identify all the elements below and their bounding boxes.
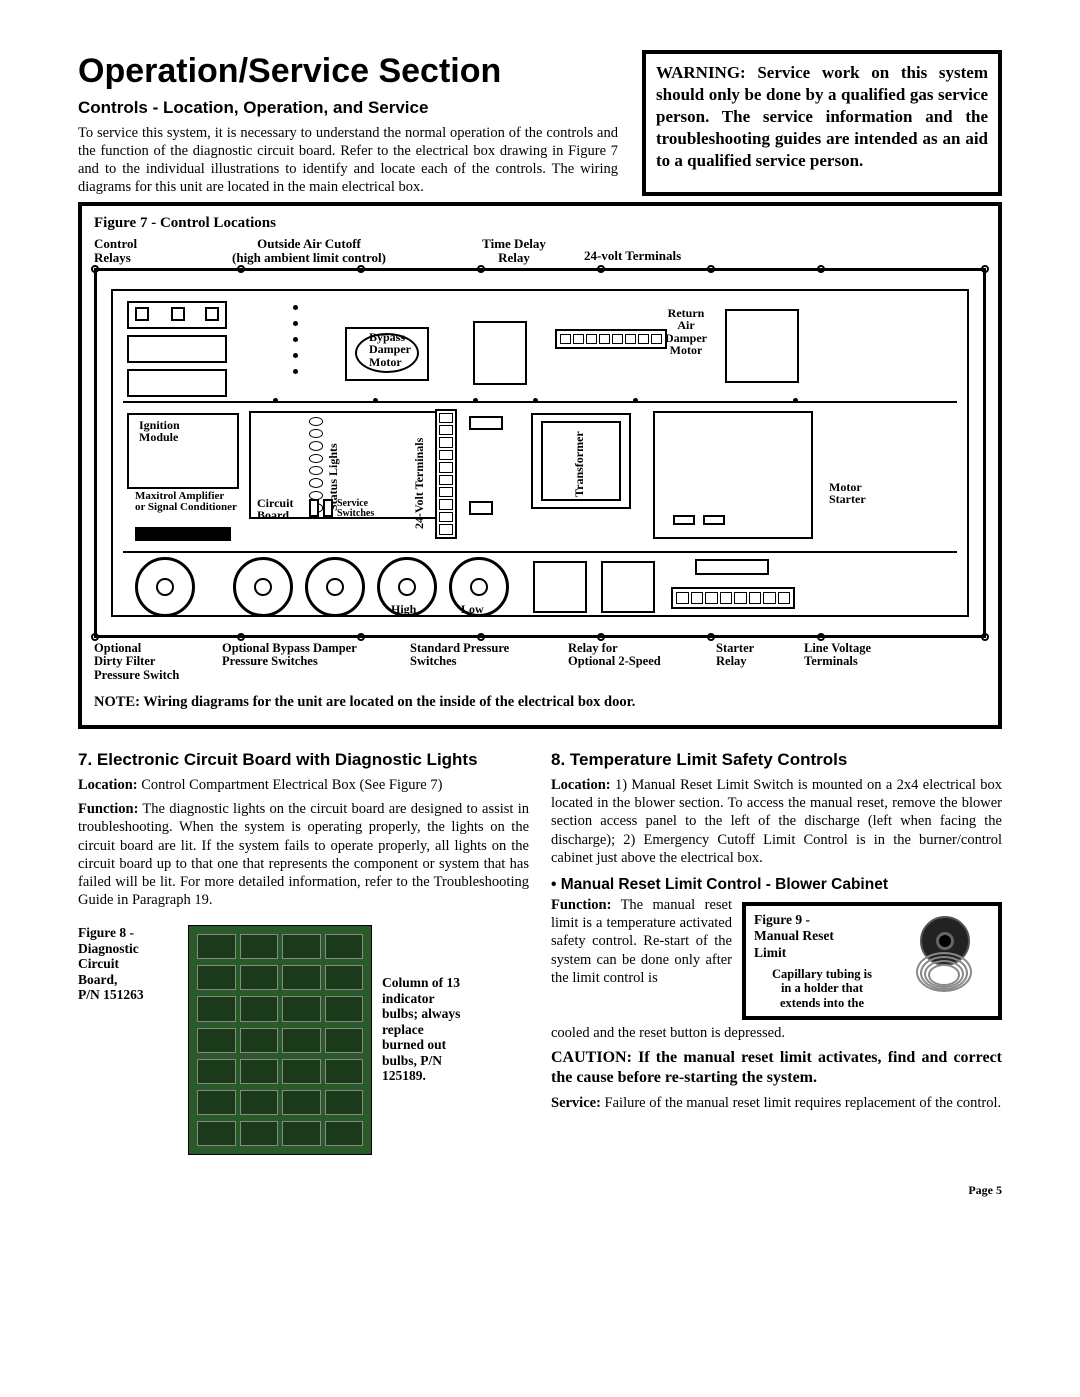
label-circuit-board: Circuit Board: [257, 497, 293, 522]
label-ignition: Ignition Module: [139, 419, 180, 444]
header-row: Operation/Service Section Controls - Loc…: [78, 50, 1002, 196]
label-motor-starter: Motor Starter: [829, 481, 866, 506]
fig8-caption-right: Column of 13 indicator bulbs; always rep…: [382, 925, 502, 1084]
figure-7-title: Figure 7 - Control Locations: [94, 214, 986, 233]
label-service-switches: Service Switches: [337, 499, 374, 520]
sec8-location-label: Location:: [551, 777, 611, 793]
inner-panel: Bypass Damper Motor Return Air Damper Mo…: [111, 289, 969, 617]
sec7-heading: 7. Electronic Circuit Board with Diagnos…: [78, 749, 529, 770]
body-columns: 7. Electronic Circuit Board with Diagnos…: [78, 749, 1002, 1155]
function-label: Function:: [78, 801, 138, 817]
label-outside-air: Outside Air Cutoff (high ambient limit c…: [174, 237, 444, 266]
figure-8: Figure 8 - Diagnostic Circuit Board, P/N…: [78, 925, 529, 1155]
warning-box: WARNING: Service work on this system sho…: [642, 50, 1002, 196]
capillary-coil-icon: [908, 952, 980, 998]
label-24v-vertical: 24-Volt Terminals: [413, 419, 426, 529]
location-label: Location:: [78, 777, 138, 793]
label-dirty-filter: Optional Dirty Filter Pressure Switch: [94, 642, 204, 683]
label-std-pressure: Standard Pressure Switches: [410, 642, 550, 683]
header-left: Operation/Service Section Controls - Loc…: [78, 50, 618, 196]
right-column: 8. Temperature Limit Safety Controls Loc…: [551, 749, 1002, 1155]
fig7-top-labels: Control Relays Outside Air Cutoff (high …: [94, 237, 986, 266]
sec8-service: Service: Failure of the manual reset lim…: [551, 1094, 1002, 1112]
page-number: Page 5: [78, 1183, 1002, 1198]
location-text: Control Compartment Electrical Box (See …: [138, 777, 443, 793]
function-text: The diagnostic lights on the circuit boa…: [78, 801, 529, 908]
sec8-caution: CAUTION: If the manual reset limit activ…: [551, 1048, 1002, 1088]
intro-paragraph: To service this system, it is necessary …: [78, 124, 618, 197]
sec8-subheading: • Manual Reset Limit Control - Blower Ca…: [551, 875, 1002, 894]
fig9-image: [898, 912, 990, 1002]
label-high: High: [391, 603, 416, 616]
label-starter-relay: Starter Relay: [716, 642, 786, 683]
service-label: Service:: [551, 1095, 601, 1111]
label-bypass-ps: Optional Bypass Damper Pressure Switches: [222, 642, 392, 683]
fig7-note: NOTE: Wiring diagrams for the unit are l…: [94, 693, 986, 711]
fig8-image: [188, 925, 372, 1155]
fig9-sub: Capillary tubing is in a holder that ext…: [754, 967, 890, 1010]
fig7-diagram: Bypass Damper Motor Return Air Damper Mo…: [94, 268, 986, 638]
fig8-caption-left: Figure 8 - Diagnostic Circuit Board, P/N…: [78, 925, 178, 1003]
label-24v-terminals: 24-volt Terminals: [584, 237, 774, 266]
fig7-bottom-labels: Optional Dirty Filter Pressure Switch Op…: [94, 642, 986, 683]
sec8-function-after: cooled and the reset button is depressed…: [551, 1024, 1002, 1042]
fig9-text: Figure 9 - Manual Reset Limit Capillary …: [754, 912, 890, 1010]
sec8-function-label: Function:: [551, 897, 611, 913]
label-time-delay: Time Delay Relay: [444, 237, 584, 266]
sec8-location: Location: 1) Manual Reset Limit Switch i…: [551, 776, 1002, 867]
sec8-function-row: Function: The manual reset limit is a te…: [551, 896, 1002, 1024]
label-bypass-damper: Bypass Damper Motor: [369, 331, 411, 369]
sec8-heading: 8. Temperature Limit Safety Controls: [551, 749, 1002, 770]
label-maxitrol: Maxitrol Amplifier or Signal Conditioner: [135, 491, 237, 514]
label-relay-2speed: Relay for Optional 2-Speed: [568, 642, 698, 683]
figure-7-box: Figure 7 - Control Locations Control Rel…: [78, 202, 1002, 729]
sec8-location-text: 1) Manual Reset Limit Switch is mounted …: [551, 777, 1002, 866]
left-column: 7. Electronic Circuit Board with Diagnos…: [78, 749, 529, 1155]
controls-heading: Controls - Location, Operation, and Serv…: [78, 97, 618, 118]
label-return-air: Return Air Damper Motor: [665, 307, 707, 357]
figure-9-box: Figure 9 - Manual Reset Limit Capillary …: [742, 902, 1002, 1020]
label-low: Low: [461, 603, 484, 616]
service-text: Failure of the manual reset limit requir…: [601, 1095, 1001, 1111]
label-control-relays: Control Relays: [94, 237, 174, 266]
sec7-location: Location: Control Compartment Electrical…: [78, 776, 529, 794]
label-line-voltage: Line Voltage Terminals: [804, 642, 914, 683]
sec7-function: Function: The diagnostic lights on the c…: [78, 800, 529, 909]
fig9-title: Figure 9 - Manual Reset Limit: [754, 912, 890, 961]
label-transformer: Transformer: [573, 425, 586, 497]
sec8-function-inline: Function: The manual reset limit is a te…: [551, 896, 732, 1024]
section-title: Operation/Service Section: [78, 50, 618, 93]
